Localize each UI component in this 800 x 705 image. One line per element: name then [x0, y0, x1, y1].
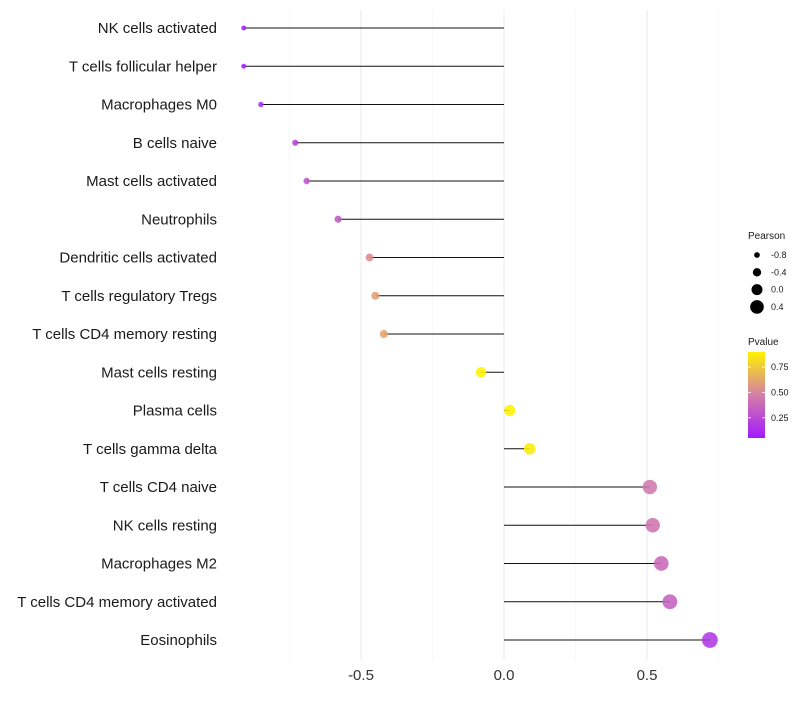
category-labels: NK cells activated T cells follicular hel…	[17, 20, 217, 649]
lollipop-point	[653, 556, 669, 571]
size-legend-label: 0.4	[771, 302, 784, 312]
grid	[289, 10, 719, 660]
x-tick-label: 0.5	[637, 667, 658, 684]
size-legend-key	[751, 284, 763, 296]
color-legend-label: 0.50	[771, 387, 789, 397]
category-label: Macrophages M0	[101, 97, 217, 114]
category-label: Plasma cells	[133, 403, 217, 420]
size-legend-label: -0.4	[771, 267, 787, 277]
category-label: T cells regulatory Tregs	[61, 288, 217, 305]
category-label: T cells gamma delta	[83, 441, 218, 458]
category-label: T cells follicular helper	[69, 58, 217, 75]
lollipop-point	[365, 253, 374, 262]
category-label: T cells CD4 naive	[100, 479, 217, 496]
lollipop-point	[662, 594, 678, 610]
x-tick-label: 0.0	[494, 667, 515, 684]
color-legend-label: 0.75	[771, 362, 789, 372]
lollipop-marks	[241, 25, 718, 648]
color-legend-label: 0.25	[771, 413, 789, 423]
category-label: Neutrophils	[141, 211, 217, 228]
lollipop-point	[642, 479, 658, 495]
category-label: B cells naive	[133, 135, 217, 152]
category-label: T cells CD4 memory resting	[32, 326, 217, 343]
x-tick-label: -0.5	[348, 667, 374, 684]
size-legend-key	[752, 268, 762, 277]
category-label: NK cells activated	[98, 20, 217, 37]
x-axis: -0.5 0.0 0.5	[348, 667, 657, 684]
lollipop-point	[241, 25, 247, 31]
category-label: NK cells resting	[113, 517, 217, 534]
category-label: Mast cells activated	[86, 173, 217, 190]
lollipop-point	[241, 63, 247, 69]
lollipop-point	[523, 442, 536, 455]
size-legend-label: -0.8	[771, 250, 787, 260]
lollipop-point	[504, 404, 516, 417]
lollipop-point	[371, 291, 380, 300]
category-label: Mast cells resting	[101, 364, 217, 381]
lollipop-point	[292, 139, 299, 146]
category-label: Macrophages M2	[101, 556, 217, 573]
category-label: Dendritic cells activated	[59, 250, 217, 267]
legend: Pearson -0.8 -0.4 0.0 0.4 Pvalue 0.25 0.50 0.75	[748, 231, 789, 438]
lollipop-point	[258, 101, 264, 108]
color-legend-title: Pvalue	[748, 337, 779, 348]
lollipop-point	[334, 215, 342, 223]
lollipop-point	[645, 518, 660, 533]
lollipop-point	[379, 329, 388, 339]
category-label: Eosinophils	[140, 632, 217, 649]
size-legend-label: 0.0	[771, 285, 784, 295]
size-legend-title: Pearson	[748, 231, 785, 242]
lollipop-point	[702, 632, 718, 648]
size-legend-key	[750, 300, 764, 314]
category-label: T cells CD4 memory activated	[17, 594, 217, 611]
color-legend-bar	[748, 352, 765, 438]
lollipop-point	[303, 177, 310, 185]
size-legend-key	[754, 252, 760, 258]
lollipop-point	[475, 367, 487, 378]
